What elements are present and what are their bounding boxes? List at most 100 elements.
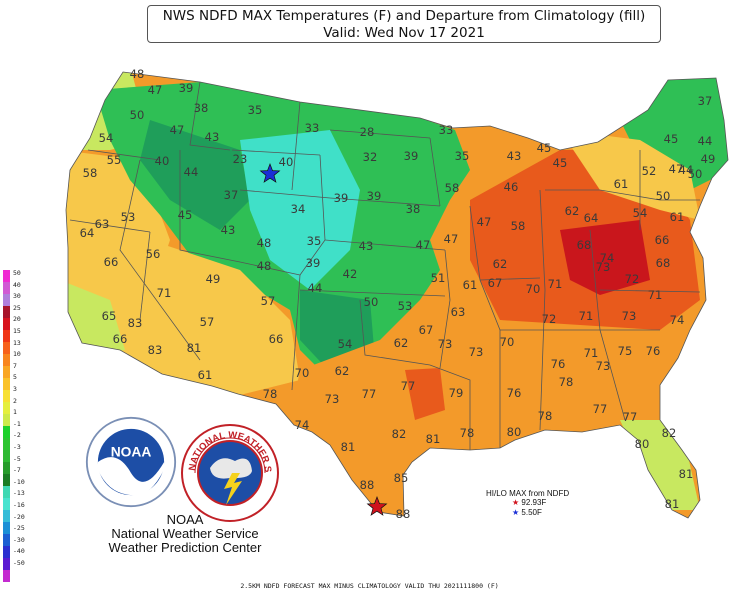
legend-label: 3 bbox=[13, 385, 17, 393]
temperature-value: 62 bbox=[565, 204, 580, 218]
fill-texas-hot bbox=[405, 368, 445, 420]
legend-swatch bbox=[3, 498, 10, 510]
temperature-value: 33 bbox=[439, 123, 454, 137]
temperature-value: 28 bbox=[360, 125, 375, 139]
svg-text:NOAA: NOAA bbox=[111, 444, 152, 459]
title-line-1: NWS NDFD MAX Temperatures (F) and Depart… bbox=[162, 8, 646, 24]
legend-swatch bbox=[3, 402, 10, 414]
temperature-value: 81 bbox=[341, 440, 356, 454]
temperature-value: 70 bbox=[295, 366, 310, 380]
temperature-value: 47 bbox=[444, 232, 459, 246]
temperature-value: 82 bbox=[662, 426, 677, 440]
temperature-value: 48 bbox=[130, 67, 145, 81]
legend-label: 40 bbox=[13, 280, 21, 289]
temperature-value: 77 bbox=[401, 379, 416, 393]
temperature-value: 70 bbox=[526, 282, 541, 296]
temperature-value: 73 bbox=[325, 392, 340, 406]
legend-label: -40 bbox=[13, 547, 25, 556]
footer-caption: 2.5KM NDFD FORECAST MAX MINUS CLIMATOLOG… bbox=[240, 582, 499, 590]
temperature-value: 23 bbox=[233, 152, 248, 166]
credits: NOAA National Weather Service Weather Pr… bbox=[70, 513, 300, 555]
temperature-value: 53 bbox=[398, 299, 413, 313]
legend-label: -25 bbox=[13, 524, 25, 533]
fill-idaho-cold bbox=[140, 120, 250, 230]
temperature-value: 38 bbox=[194, 101, 209, 115]
legend-swatch bbox=[3, 462, 10, 474]
temperature-value: 78 bbox=[559, 375, 574, 389]
nws-logo-icon: NATIONAL WEATHER SERVICE bbox=[180, 423, 279, 522]
legend-swatch bbox=[3, 318, 10, 330]
temperature-value: 67 bbox=[488, 276, 503, 290]
temperature-value: 81 bbox=[665, 497, 680, 511]
temperature-value: 39 bbox=[367, 189, 382, 203]
temperature-value: 78 bbox=[538, 409, 553, 423]
legend-label: -20 bbox=[13, 512, 25, 521]
legend-label: -1 bbox=[13, 419, 21, 428]
temperature-value: 77 bbox=[593, 402, 608, 416]
legend-swatch bbox=[3, 546, 10, 558]
legend-swatch bbox=[3, 570, 10, 582]
temperature-value: 71 bbox=[579, 309, 594, 323]
temperature-value: 47 bbox=[477, 215, 492, 229]
fill-southwest bbox=[140, 240, 300, 395]
legend-swatch bbox=[3, 390, 10, 402]
temperature-value: 44 bbox=[184, 165, 199, 179]
hilo-low-row: ★ 5.50F bbox=[478, 508, 598, 518]
temperature-value: 47 bbox=[416, 238, 431, 252]
temperature-value: 57 bbox=[261, 294, 276, 308]
temperature-value: 40 bbox=[279, 155, 294, 169]
temperature-value: 39 bbox=[179, 81, 194, 95]
temperature-value: 63 bbox=[451, 305, 466, 319]
temperature-value: 71 bbox=[648, 288, 663, 302]
temperature-value: 45 bbox=[178, 208, 193, 222]
temperature-value: 35 bbox=[455, 149, 470, 163]
temperature-value: 38 bbox=[406, 202, 421, 216]
legend-label: 10 bbox=[13, 350, 21, 359]
legend-label: 7 bbox=[13, 361, 17, 370]
temperature-value: 35 bbox=[248, 103, 263, 117]
legend-label: -2 bbox=[13, 431, 21, 440]
temperature-value: 88 bbox=[396, 507, 411, 521]
temperature-value: 43 bbox=[205, 130, 220, 144]
temperature-value: 63 bbox=[95, 217, 110, 231]
legend-label: 2 bbox=[13, 396, 17, 405]
temperature-value: 58 bbox=[83, 166, 98, 180]
temperature-value: 42 bbox=[343, 267, 358, 281]
legend-swatch bbox=[3, 438, 10, 450]
legend-swatch bbox=[3, 294, 10, 306]
temperature-value: 88 bbox=[360, 478, 375, 492]
title-line-2: Valid: Wed Nov 17 2021 bbox=[323, 25, 485, 41]
temperature-value: 80 bbox=[507, 425, 522, 439]
temperature-value: 53 bbox=[121, 210, 136, 224]
temperature-value: 73 bbox=[596, 359, 611, 373]
legend-swatch bbox=[3, 342, 10, 354]
temperature-value: 54 bbox=[633, 206, 648, 220]
fill-northeast-mild bbox=[560, 130, 700, 220]
temperature-value: 72 bbox=[542, 312, 557, 326]
temperature-value: 67 bbox=[419, 323, 434, 337]
legend-swatch bbox=[3, 270, 10, 282]
temperature-value: 78 bbox=[263, 387, 278, 401]
temperature-value: 44 bbox=[679, 163, 694, 177]
temperature-value: 43 bbox=[507, 149, 522, 163]
legend-swatch bbox=[3, 474, 10, 486]
temperature-value: 81 bbox=[679, 467, 694, 481]
temperature-value: 56 bbox=[146, 247, 161, 261]
temperature-value: 44 bbox=[698, 134, 713, 148]
legend-swatch bbox=[3, 426, 10, 438]
legend-label: -10 bbox=[13, 477, 25, 486]
temperature-value: 74 bbox=[600, 251, 615, 265]
temperature-value: 64 bbox=[584, 211, 599, 225]
temperature-value: 73 bbox=[438, 337, 453, 351]
temperature-value: 54 bbox=[338, 337, 353, 351]
temperature-value: 70 bbox=[500, 335, 515, 349]
noaa-logo-icon: NOAA bbox=[85, 416, 177, 508]
temperature-value: 61 bbox=[463, 278, 478, 292]
hilo-low-value: 5.50F bbox=[521, 508, 542, 517]
temperature-value: 81 bbox=[426, 432, 441, 446]
hilo-label: HI/LO MAX from NDFD bbox=[486, 489, 570, 498]
legend-label: -16 bbox=[13, 501, 25, 509]
temperature-value: 83 bbox=[148, 343, 163, 357]
legend-label: -5 bbox=[13, 454, 21, 463]
